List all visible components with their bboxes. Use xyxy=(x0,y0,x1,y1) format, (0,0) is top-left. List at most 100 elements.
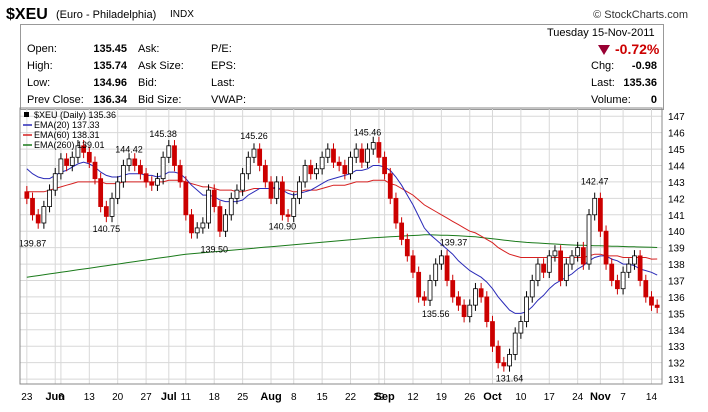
y-tick-label: 141 xyxy=(668,211,685,222)
price-annotation: 145.26 xyxy=(240,131,268,141)
x-tick-label: 11 xyxy=(181,392,192,403)
last-value: 135.36 xyxy=(623,77,657,89)
candle-body xyxy=(467,304,473,318)
prev-close-value: 136.34 xyxy=(93,94,127,106)
candle-body xyxy=(302,165,308,183)
candle-body xyxy=(24,191,30,199)
candle-body xyxy=(626,263,632,273)
x-tick-label: 8 xyxy=(291,392,297,403)
brand-link[interactable]: © StockCharts.com xyxy=(593,9,688,21)
candle-body xyxy=(456,296,461,306)
candle-body xyxy=(115,181,121,199)
y-tick-label: 142 xyxy=(668,194,685,205)
price-annotation: 135.56 xyxy=(422,309,450,319)
candle-body xyxy=(524,296,529,322)
chg-label: Chg: xyxy=(591,60,615,72)
candle-body xyxy=(580,247,586,265)
x-tick-label: 22 xyxy=(345,392,357,403)
candle-body xyxy=(251,148,257,158)
candle-body xyxy=(399,222,405,240)
quote-panel: Open: 135.45 High: 135.74 Low: 134.96 Pr… xyxy=(20,24,664,110)
price-annotation: 131.64 xyxy=(496,374,524,384)
candle-body xyxy=(620,271,626,290)
percent-change: -0.72% xyxy=(615,41,660,57)
candle-body xyxy=(637,255,643,281)
candle-body xyxy=(529,280,535,298)
candle-body xyxy=(478,288,484,298)
candle-body xyxy=(387,173,393,199)
candle-body xyxy=(331,148,336,163)
candle-body xyxy=(268,181,274,199)
candle-body xyxy=(291,197,297,217)
x-tick-label: 18 xyxy=(209,392,221,403)
candle-body xyxy=(297,181,302,199)
open-label: Open: xyxy=(27,43,57,55)
candle-body xyxy=(155,178,160,186)
candle-body xyxy=(103,206,109,217)
y-tick-label: 146 xyxy=(668,129,685,140)
candle-body xyxy=(81,145,87,153)
candle-body xyxy=(41,206,47,224)
candle-body xyxy=(427,280,433,301)
x-tick-label: 23 xyxy=(21,392,33,403)
y-tick-label: 145 xyxy=(668,145,685,156)
y-tick-label: 136 xyxy=(668,293,685,304)
last-label-mid: Last: xyxy=(211,77,235,89)
x-tick-label: 15 xyxy=(317,392,329,403)
eps-label: EPS: xyxy=(211,60,237,72)
candle-body xyxy=(615,280,620,290)
candle-body xyxy=(30,197,35,216)
y-tick-label: 147 xyxy=(668,112,685,123)
candle-body xyxy=(120,165,126,183)
candle-body xyxy=(507,354,512,367)
candle-body xyxy=(597,197,603,232)
quote-date: Tuesday 15-Nov-2011 xyxy=(547,27,655,39)
candle-body xyxy=(365,148,370,163)
x-tick-label: 12 xyxy=(407,392,419,403)
ema20-line xyxy=(26,161,658,314)
y-tick-label: 139 xyxy=(668,244,685,255)
y-tick-label: 138 xyxy=(668,260,685,271)
chart-annotations: 139.87 140.75 144.42 145.38 139.50 145.26 140.… xyxy=(19,128,609,384)
x-tick-label: 14 xyxy=(646,392,658,403)
candle-body xyxy=(569,255,575,265)
candle-body xyxy=(206,189,211,224)
price-annotation: 139.50 xyxy=(200,244,228,254)
candle-body xyxy=(444,255,450,281)
candle-body xyxy=(603,230,609,265)
exchange-label: INDX xyxy=(170,9,194,20)
price-annotation: 139.37 xyxy=(440,238,468,248)
ask-label: Ask: xyxy=(138,43,160,55)
candle-body xyxy=(654,304,660,308)
candle-body xyxy=(586,214,592,265)
candle-body xyxy=(382,156,387,175)
price-annotation: 142.47 xyxy=(581,177,609,187)
candle-body xyxy=(92,161,98,180)
candle-body xyxy=(228,197,234,216)
candle-body xyxy=(438,255,444,265)
low-label: Low: xyxy=(27,77,51,89)
candle-body xyxy=(643,280,649,298)
candle-body xyxy=(64,158,69,166)
x-tick-label: Oct xyxy=(483,391,502,403)
candle-body xyxy=(342,165,348,175)
open-value: 135.45 xyxy=(93,43,127,55)
candle-body xyxy=(279,181,285,216)
x-tick-label: 19 xyxy=(436,392,448,403)
candle-body xyxy=(132,158,138,166)
volume-label: Volume: xyxy=(591,94,631,106)
ema260-line xyxy=(26,234,658,278)
legend-swatch xyxy=(24,112,29,117)
price-annotation: 140.75 xyxy=(93,224,121,234)
candle-body xyxy=(58,158,64,175)
ask-size-label: Ask Size: xyxy=(138,60,184,72)
candle-body xyxy=(183,181,189,216)
candle-body xyxy=(262,165,268,183)
x-tick-label: 6 xyxy=(58,392,64,403)
candle-body xyxy=(336,161,342,166)
x-tick-label: 26 xyxy=(464,392,476,403)
candle-body xyxy=(433,263,439,281)
y-tick-label: 143 xyxy=(668,178,685,189)
y-tick-label: 133 xyxy=(668,342,685,353)
candle-body xyxy=(450,280,456,298)
